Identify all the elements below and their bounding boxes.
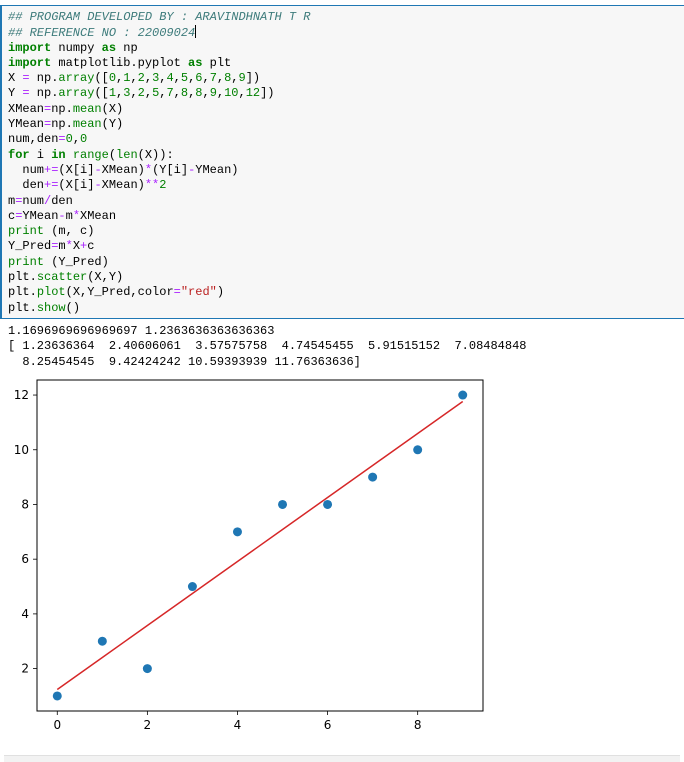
code-line-9: num,den=0,0 xyxy=(8,132,88,147)
code-line-10: for i in range(len(X)): xyxy=(8,147,174,162)
regression-line xyxy=(56,400,464,691)
x-tick-label: 4 xyxy=(234,718,242,732)
code-line-11: num+=(X[i]-XMean)*(Y[i]-YMean) xyxy=(8,162,239,177)
code-line-20: plt.show() xyxy=(8,300,81,315)
scatter-point xyxy=(52,691,62,701)
code-line-3: import numpy as np xyxy=(8,40,138,55)
scatter-point xyxy=(458,390,468,400)
code-line-5: X = np.array([0,1,2,3,4,5,6,7,8,9]) xyxy=(8,71,261,86)
cell-selection-bar xyxy=(0,6,2,318)
code-line-14: c=YMean-m*XMean xyxy=(8,208,117,223)
scatter-point xyxy=(368,472,378,482)
x-tick-label: 6 xyxy=(324,718,332,732)
y-tick-label: 8 xyxy=(21,497,29,511)
code-line-13: m=num/den xyxy=(8,193,73,208)
code-line-7: XMean=np.mean(X) xyxy=(8,101,124,116)
scatter-point xyxy=(232,527,242,537)
y-tick-label: 10 xyxy=(14,443,29,457)
scatter-point xyxy=(323,499,333,509)
code-cell[interactable]: ## PROGRAM DEVELOPED BY : ARAVINDHNATH T… xyxy=(0,5,684,319)
x-tick-label: 0 xyxy=(53,718,61,732)
y-tick-label: 12 xyxy=(14,388,29,402)
x-tick-label: 2 xyxy=(144,718,152,732)
output-line-2: [ 1.23636364 2.40606061 3.57575758 4.745… xyxy=(8,339,527,354)
code-line-16: Y_Pred=m*X+c xyxy=(8,239,95,254)
scatter-point xyxy=(413,445,423,455)
next-cell-edge xyxy=(4,755,680,762)
y-tick-label: 6 xyxy=(21,552,29,566)
x-tick-label: 8 xyxy=(414,718,422,732)
output-line-3: 8.25454545 9.42424242 10.59393939 11.763… xyxy=(8,354,361,369)
y-tick-label: 2 xyxy=(21,662,29,676)
code-line-8: YMean=np.mean(Y) xyxy=(8,117,124,132)
code-line-4: import matplotlib.pyplot as plt xyxy=(8,55,232,70)
y-tick-label: 4 xyxy=(21,607,29,621)
text-cursor xyxy=(195,25,197,39)
code-line-12: den+=(X[i]-XMean)**2 xyxy=(8,178,167,193)
code-line-6: Y = np.array([1,3,2,5,7,8,8,9,10,12]) xyxy=(8,86,275,101)
code-line-19: plt.plot(X,Y_Pred,color="red") xyxy=(8,285,225,300)
code-line-15: print (m, c) xyxy=(8,224,95,239)
scatter-plot: 0 2 4 6 8 2 4 6 8 10 12 xyxy=(14,379,484,732)
scatter-point xyxy=(142,664,152,674)
output-line-1: 1.1696969696969697 1.2363636363636363 xyxy=(8,324,275,338)
code-line-18: plt.scatter(X,Y) xyxy=(8,270,124,285)
code-line-17: print (Y_Pred) xyxy=(8,254,109,269)
code-line-1: ## PROGRAM DEVELOPED BY : ARAVINDHNATH T… xyxy=(8,10,311,24)
code-editor[interactable]: ## PROGRAM DEVELOPED BY : ARAVINDHNATH T… xyxy=(8,10,310,316)
cell-output: 1.1696969696969697 1.2363636363636363[ 1… xyxy=(8,324,526,370)
scatter-point xyxy=(97,636,107,646)
scatter-point xyxy=(278,499,288,509)
scatter-point xyxy=(187,582,197,592)
code-line-2: ## REFERENCE NO : 22009024 xyxy=(8,25,197,41)
